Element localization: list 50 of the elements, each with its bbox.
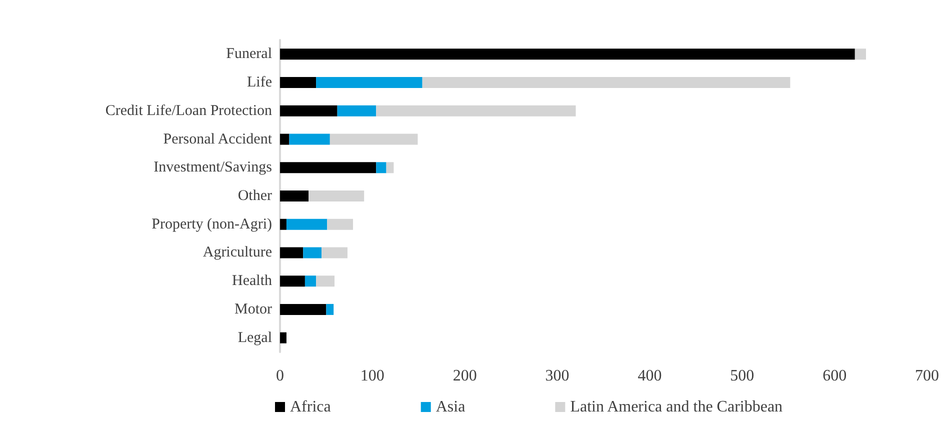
bar — [376, 105, 576, 116]
bar — [327, 218, 354, 230]
bar — [304, 276, 316, 287]
bar — [308, 190, 364, 202]
bar — [326, 304, 334, 315]
legend-label: Asia — [436, 398, 466, 416]
y-tick-label: Other — [238, 188, 272, 204]
x-tick-label: 0 — [276, 368, 284, 384]
bar — [316, 77, 422, 88]
legend-label: Latin America and the Caribbean — [570, 398, 783, 416]
y-tick-label: Property (non-Agri) — [152, 216, 272, 232]
y-tick-label: Health — [232, 273, 272, 290]
bar — [280, 48, 855, 60]
y-tick-label: Motor — [234, 301, 272, 318]
bar — [422, 77, 790, 88]
x-tick-label: 100 — [360, 368, 384, 384]
bar — [280, 190, 309, 202]
bar — [330, 134, 418, 145]
legend-label: Africa — [290, 398, 331, 416]
bar — [854, 48, 866, 60]
bar — [337, 105, 376, 116]
bar — [286, 218, 328, 230]
y-tick-label: Credit Life/Loan Protection — [105, 102, 272, 119]
bar — [303, 247, 322, 258]
x-tick-label: 700 — [915, 368, 939, 384]
y-tick-label: Investment/Savings — [154, 160, 272, 176]
bar — [376, 162, 386, 174]
y-tick-label: Funeral — [226, 46, 272, 62]
bar — [280, 218, 286, 230]
x-tick-label: 600 — [822, 368, 847, 384]
x-tick-label: 500 — [730, 368, 754, 384]
y-tick-label: Personal Accident — [163, 131, 273, 148]
x-tick-label: 300 — [545, 368, 570, 384]
bar — [280, 162, 376, 174]
bar — [316, 276, 335, 287]
bar — [289, 134, 330, 145]
y-tick-label: Legal — [238, 330, 272, 346]
bar — [280, 304, 326, 315]
bar — [280, 332, 286, 344]
bar — [322, 247, 348, 258]
bar — [280, 276, 305, 287]
bar — [280, 105, 338, 116]
bar — [280, 247, 304, 258]
bar — [280, 134, 290, 145]
x-tick-label: 400 — [638, 368, 662, 384]
bar — [386, 162, 394, 174]
bar — [280, 77, 316, 88]
x-tick-label: 200 — [452, 368, 477, 384]
y-tick-label: Agriculture — [202, 244, 272, 261]
y-tick-label: Life — [247, 74, 272, 91]
